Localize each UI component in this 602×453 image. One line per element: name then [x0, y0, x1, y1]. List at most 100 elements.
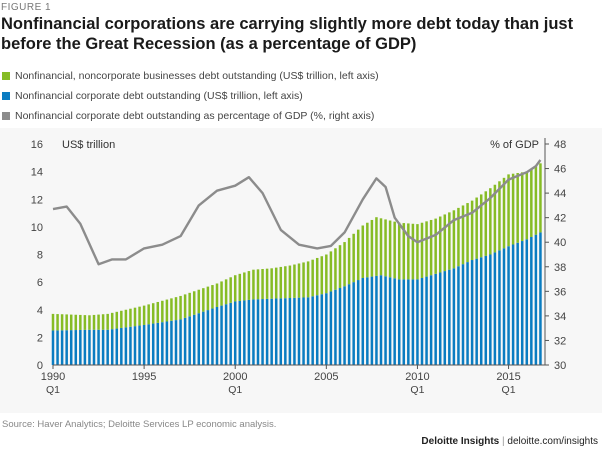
bar-corporate — [284, 298, 287, 365]
bar-corporate — [165, 321, 169, 365]
bar-noncorporate — [511, 173, 515, 245]
bar-corporate — [56, 330, 59, 365]
bar-noncorporate — [516, 173, 519, 243]
bar-corporate — [270, 298, 273, 365]
bar-corporate — [79, 329, 82, 365]
bar-corporate — [220, 305, 223, 365]
bar-corporate — [443, 271, 447, 365]
bar-noncorporate — [165, 299, 169, 322]
bar-noncorporate — [69, 314, 73, 331]
bar-noncorporate — [188, 292, 191, 317]
bar-corporate — [407, 279, 410, 365]
bar-corporate — [525, 239, 529, 365]
bar-noncorporate — [393, 221, 396, 279]
bar-corporate — [356, 280, 360, 365]
bar-noncorporate — [124, 309, 128, 328]
bar-noncorporate — [311, 259, 314, 297]
bar-corporate — [179, 319, 182, 365]
y-left-tick-label: 0 — [37, 360, 43, 372]
bar-corporate — [429, 275, 433, 365]
bar-noncorporate — [375, 217, 378, 276]
bar-corporate — [411, 279, 415, 365]
y-right-tick-label: 42 — [554, 213, 566, 225]
bar-corporate — [238, 300, 242, 365]
bar-noncorporate — [407, 223, 410, 280]
y-right-axis-label: % of GDP — [490, 139, 539, 151]
bar-corporate — [329, 291, 333, 365]
bar-noncorporate — [493, 184, 497, 253]
bar-corporate — [352, 282, 355, 365]
bar-noncorporate — [270, 268, 273, 299]
bar-noncorporate — [388, 220, 392, 278]
bar-noncorporate — [429, 219, 433, 276]
bar-corporate — [51, 330, 55, 365]
x-tick-label: 2015 — [496, 371, 520, 383]
bar-noncorporate — [306, 261, 310, 298]
legend-label-pct-gdp: Nonfinancial corporate debt outstanding … — [15, 110, 375, 122]
bar-corporate — [325, 293, 328, 365]
bar-corporate — [507, 246, 510, 365]
bar-noncorporate — [457, 207, 460, 267]
bar-noncorporate — [356, 229, 360, 281]
footer-url[interactable]: deloitte.com/insights — [507, 436, 598, 447]
bar-noncorporate — [343, 242, 346, 287]
bar-corporate — [420, 277, 424, 365]
y-right-tick-label: 30 — [554, 360, 566, 372]
legend-swatch-pct-gdp — [2, 112, 10, 120]
bar-noncorporate — [452, 210, 456, 269]
bar-corporate — [498, 250, 501, 365]
bar-noncorporate — [252, 269, 255, 300]
bar-corporate — [520, 241, 524, 365]
bar-noncorporate — [183, 294, 187, 318]
bar-corporate — [74, 330, 78, 365]
bar-noncorporate — [202, 288, 205, 312]
legend-swatch-corporate — [2, 92, 10, 100]
y-left-tick-label: 10 — [31, 222, 43, 234]
bar-noncorporate — [56, 314, 59, 331]
bar-noncorporate — [92, 314, 96, 330]
bar-corporate — [311, 296, 314, 365]
bar-noncorporate — [434, 218, 437, 274]
bar-corporate — [438, 272, 442, 365]
bar-noncorporate — [206, 286, 210, 311]
bar-corporate — [388, 277, 392, 365]
bar-corporate — [393, 278, 396, 365]
bar-corporate — [375, 275, 378, 365]
bar-noncorporate — [106, 313, 109, 330]
bar-corporate — [297, 297, 301, 365]
legend-swatch-noncorporate — [2, 72, 10, 80]
bar-noncorporate — [60, 314, 64, 331]
bar-corporate — [379, 275, 383, 365]
x-tick-sublabel: Q1 — [46, 384, 60, 396]
bar-noncorporate — [448, 212, 451, 270]
bar-noncorporate — [284, 266, 287, 299]
bar-corporate — [124, 327, 128, 365]
bar-corporate — [334, 289, 337, 365]
bar-noncorporate — [461, 205, 465, 265]
bar-corporate — [233, 301, 237, 365]
bar-noncorporate — [420, 222, 424, 278]
bar-corporate — [206, 310, 210, 365]
bar-noncorporate — [329, 251, 333, 292]
bar-noncorporate — [352, 233, 355, 283]
bar-corporate — [224, 304, 228, 365]
y-left-tick-label: 8 — [37, 250, 43, 262]
bar-noncorporate — [466, 203, 469, 263]
bar-noncorporate — [320, 256, 324, 295]
x-tick-label: 1990 — [41, 371, 65, 383]
bar-noncorporate — [65, 314, 68, 331]
bar-corporate — [133, 326, 137, 365]
bar-corporate — [151, 323, 155, 365]
bar-noncorporate — [179, 295, 182, 320]
bar-corporate — [120, 327, 123, 365]
bar-corporate — [202, 311, 205, 365]
bar-noncorporate — [97, 314, 100, 330]
bar-corporate — [110, 329, 114, 365]
bar-noncorporate — [325, 254, 328, 294]
bar-corporate — [183, 317, 187, 365]
bar-noncorporate — [361, 225, 365, 278]
bar-noncorporate — [247, 271, 251, 300]
bar-noncorporate — [120, 310, 123, 328]
bar-noncorporate — [498, 181, 501, 251]
